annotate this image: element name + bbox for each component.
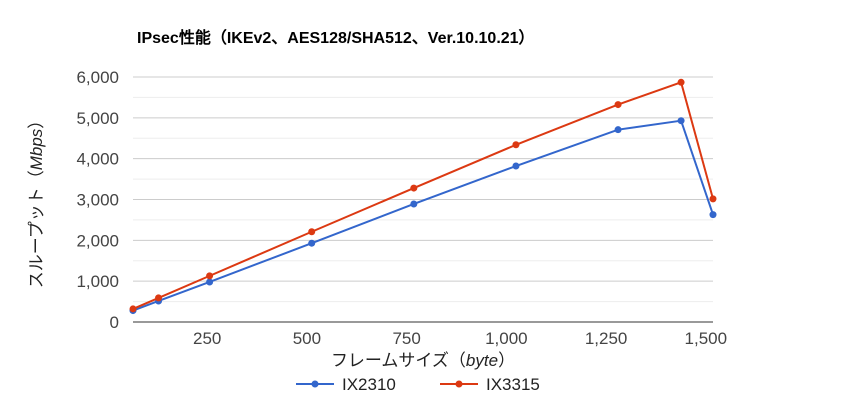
data-point — [709, 211, 717, 219]
series-IX2310 — [129, 117, 717, 315]
y-tick-label: 3,000 — [76, 191, 119, 210]
data-point — [677, 78, 685, 86]
legend-marker — [311, 380, 319, 388]
data-point — [512, 141, 520, 149]
y-axis-label-unit: Mbps — [27, 128, 46, 170]
series-line — [132, 119, 714, 312]
data-point — [308, 228, 316, 236]
chart-title: IPsec性能（IKEv2、AES128/SHA512、Ver.10.10.21… — [137, 28, 535, 47]
data-point — [155, 294, 163, 302]
data-point — [410, 184, 418, 192]
x-axis-label-unit: byte — [466, 351, 498, 370]
x-axis-label: フレームサイズ（byte） — [331, 351, 515, 370]
y-tick-label: 2,000 — [76, 231, 119, 250]
y-tick-label: 0 — [110, 313, 119, 332]
y-tick-label: 1,000 — [76, 272, 119, 291]
data-point — [206, 278, 214, 286]
x-axis-label-end: ） — [498, 351, 515, 370]
x-axis-ticks: 250 500 750 1,000 1,250 1,500 — [193, 329, 727, 348]
y-axis-label: スループット（Mbps） — [27, 112, 46, 289]
y-axis-ticks: 0 1,000 2,000 3,000 4,000 5,000 6,000 — [76, 68, 119, 332]
x-tick-label: 500 — [293, 329, 321, 348]
legend: IX2310 IX3315 — [296, 375, 540, 394]
legend-label: IX2310 — [342, 375, 396, 394]
y-tick-label: 4,000 — [76, 150, 119, 169]
data-point — [129, 305, 137, 313]
x-tick-label: 1,500 — [685, 329, 728, 348]
y-axis-label-main: スループット（ — [27, 170, 46, 288]
legend-item[interactable]: IX2310 — [296, 375, 396, 394]
gridlines — [133, 76, 713, 303]
x-tick-label: 1,250 — [585, 329, 628, 348]
y-axis-label-end: ） — [27, 112, 46, 129]
x-tick-label: 1,000 — [485, 329, 528, 348]
data-point — [709, 195, 717, 203]
y-tick-label: 5,000 — [76, 109, 119, 128]
x-tick-label: 750 — [392, 329, 420, 348]
legend-item[interactable]: IX3315 — [440, 375, 540, 394]
x-tick-label: 250 — [193, 329, 221, 348]
data-point — [308, 239, 316, 247]
legend-label: IX3315 — [486, 375, 540, 394]
data-point — [614, 126, 622, 134]
x-axis-label-main: フレームサイズ（ — [331, 351, 466, 370]
data-point — [677, 117, 685, 125]
legend-marker — [455, 380, 463, 388]
data-point — [614, 101, 622, 109]
data-point — [410, 200, 418, 208]
data-point — [512, 162, 520, 170]
data-point — [206, 272, 214, 280]
series-line — [132, 81, 714, 310]
series-lines — [129, 78, 717, 315]
y-tick-label: 6,000 — [76, 68, 119, 87]
series-IX3315 — [129, 78, 717, 313]
